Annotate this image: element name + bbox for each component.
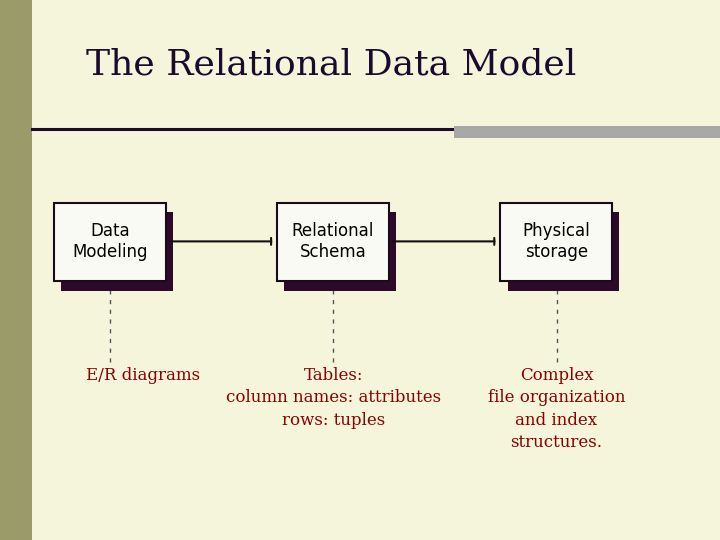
Bar [500,202,612,281]
Text: Relational
Schema: Relational Schema [292,222,374,261]
Bar [54,202,166,281]
Text: Data
Modeling: Data Modeling [72,222,148,261]
Bar [454,126,720,138]
Text: The Relational Data Model: The Relational Data Model [86,48,577,82]
Bar [277,202,389,281]
Text: Complex
file organization
and index
structures.: Complex file organization and index stru… [488,367,625,451]
Bar [284,212,396,291]
Text: E/R diagrams: E/R diagrams [86,367,201,384]
Text: Physical
storage: Physical storage [522,222,590,261]
Bar [0,0,32,540]
Text: Tables:
column names: attributes
rows: tuples: Tables: column names: attributes rows: t… [226,367,441,429]
Bar [61,212,173,291]
Bar [508,212,619,291]
